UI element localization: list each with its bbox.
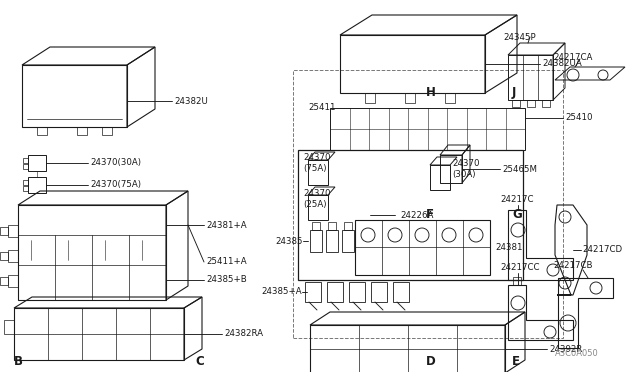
Text: 24385+B: 24385+B <box>206 276 247 285</box>
Text: (75A): (75A) <box>303 164 326 173</box>
Text: C: C <box>195 355 204 368</box>
Text: 24345P: 24345P <box>503 32 536 42</box>
Text: 25465M: 25465M <box>502 164 537 173</box>
Text: 24381+A: 24381+A <box>206 221 246 230</box>
Text: E: E <box>512 355 520 368</box>
Text: 24217C: 24217C <box>500 196 534 205</box>
Text: 24370: 24370 <box>303 154 330 163</box>
Text: A3C0A050: A3C0A050 <box>555 349 599 358</box>
Text: 24382U: 24382U <box>174 96 208 106</box>
Text: 24217CC: 24217CC <box>500 263 540 272</box>
Text: B: B <box>14 355 23 368</box>
Text: 24382UA: 24382UA <box>542 60 582 68</box>
Text: 24385: 24385 <box>275 237 303 246</box>
Text: 25410: 25410 <box>565 113 593 122</box>
Bar <box>293 70 563 338</box>
Text: 24217CB: 24217CB <box>553 262 593 270</box>
Text: 24370(75A): 24370(75A) <box>90 180 141 189</box>
Text: 24370: 24370 <box>303 189 330 198</box>
Text: D: D <box>426 355 435 368</box>
Text: 24370: 24370 <box>452 158 479 167</box>
Text: 24392R: 24392R <box>549 344 582 353</box>
Text: (25A): (25A) <box>303 199 326 208</box>
Text: 25411+A: 25411+A <box>206 257 246 266</box>
Text: H: H <box>426 86 435 99</box>
Text: F: F <box>426 208 434 221</box>
Text: 24370(30A): 24370(30A) <box>90 158 141 167</box>
Text: 24382RA: 24382RA <box>224 330 263 339</box>
Text: J: J <box>512 86 516 99</box>
Text: 24381: 24381 <box>495 243 522 251</box>
Text: 24226A: 24226A <box>400 211 433 219</box>
Text: 24385+A: 24385+A <box>261 288 302 296</box>
Text: G: G <box>512 208 522 221</box>
Text: 24217CA: 24217CA <box>553 52 593 61</box>
Text: (30A): (30A) <box>452 170 476 179</box>
Text: 25411: 25411 <box>308 103 335 112</box>
Text: 24217CD: 24217CD <box>582 246 622 254</box>
